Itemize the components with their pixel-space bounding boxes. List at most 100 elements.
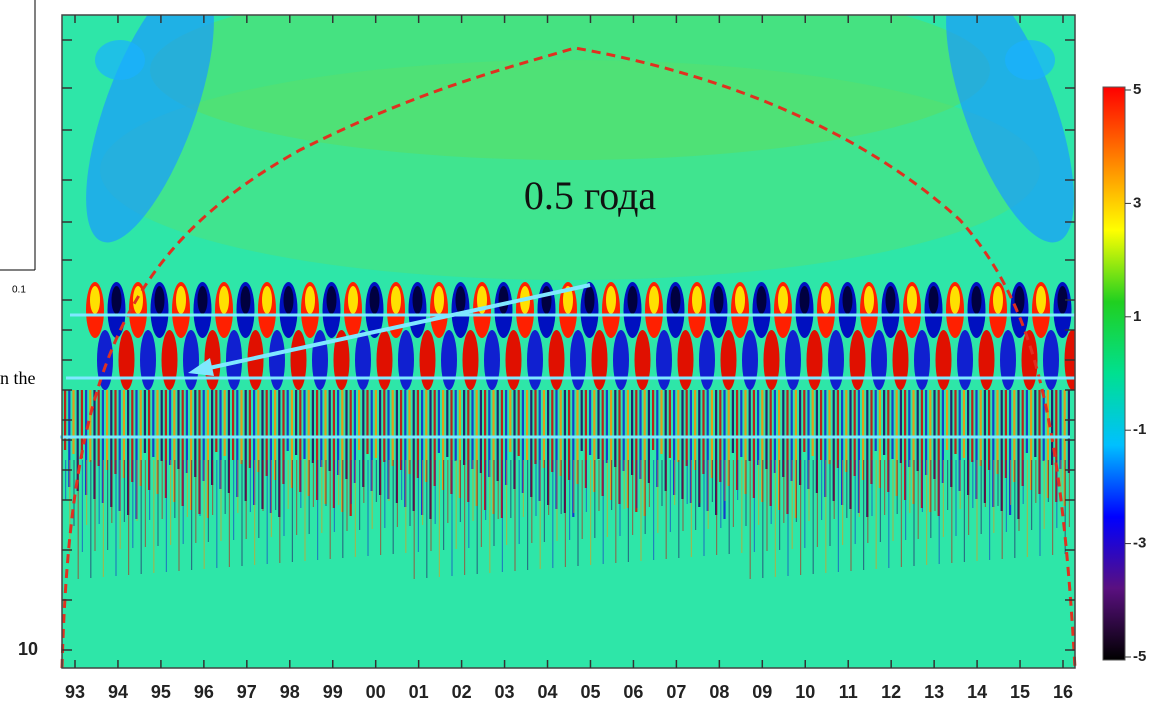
pattern [627,460,629,562]
pattern [236,390,239,497]
pattern [685,390,688,466]
pattern [577,460,579,566]
pattern [278,390,281,517]
pattern [269,390,272,513]
pattern [363,460,365,503]
pattern [333,460,335,532]
pattern [837,460,839,572]
pattern [745,460,747,526]
x-tick-label: 98 [280,682,300,702]
pattern [307,390,310,496]
pattern [812,460,814,574]
pattern [703,460,705,556]
pattern [522,460,524,517]
pattern [606,286,616,314]
pattern [967,390,970,495]
pattern [111,286,122,314]
pattern [849,390,852,509]
pattern [384,460,386,528]
pattern [1035,460,1037,503]
pattern [212,460,214,515]
pattern [190,390,193,510]
pattern [627,286,638,314]
pattern [942,460,944,537]
pattern [376,330,393,390]
colorbar [1102,86,1126,661]
pattern [787,460,789,576]
pattern [398,330,414,390]
colorbar-tick-label: 3 [1133,194,1141,211]
pattern [419,330,436,390]
pattern [442,390,445,490]
pattern [850,460,852,571]
pattern [740,390,743,457]
pattern [463,390,466,465]
pattern [539,460,541,569]
x-tick-label: 93 [65,682,85,702]
pattern [290,390,293,488]
pattern [438,460,440,577]
pattern [951,460,953,563]
pattern [1063,390,1066,506]
pattern [551,390,554,472]
pattern [885,286,896,314]
pattern [287,460,289,509]
pattern [741,460,743,553]
pattern [220,460,222,541]
pattern [140,330,156,390]
pattern [223,390,226,456]
pattern [169,390,172,465]
pattern [846,460,848,518]
arrow [199,283,591,372]
pattern [891,390,894,459]
pattern [305,286,315,314]
pattern [501,460,503,572]
pattern [320,390,323,467]
x-tick-label: 99 [323,682,343,702]
pattern [623,460,625,509]
pattern [795,460,797,522]
pattern [484,390,487,510]
pattern [842,286,853,314]
pattern [215,390,218,452]
pattern [585,460,587,512]
pattern [665,460,667,559]
pattern [857,390,860,513]
x-tick-label: 95 [151,682,171,702]
pattern [342,460,344,558]
pattern [447,460,449,523]
pattern [763,330,780,390]
pattern [983,390,986,503]
pattern [770,460,772,524]
x-tick-label: 05 [580,682,600,702]
pattern [559,390,562,476]
pattern [183,330,199,390]
x-tick-label: 00 [366,682,386,702]
pattern [899,390,902,463]
pattern [593,390,596,492]
pattern [694,390,697,470]
pattern [380,460,382,555]
pattern [626,390,629,508]
pattern [1017,390,1020,519]
pattern [111,460,113,523]
pattern [699,330,715,390]
pattern [505,330,522,390]
pattern [531,460,533,543]
pattern [996,390,999,474]
pattern [909,460,911,513]
pattern [988,390,991,470]
pattern [594,460,596,538]
pattern [715,390,718,515]
pattern [863,460,865,570]
pattern [379,390,382,495]
pattern [408,390,411,474]
pattern [430,460,432,551]
pattern [355,330,371,390]
pattern [698,390,701,507]
pattern [1026,460,1028,557]
pattern [240,286,251,314]
pattern [118,330,135,390]
pattern [110,390,113,507]
